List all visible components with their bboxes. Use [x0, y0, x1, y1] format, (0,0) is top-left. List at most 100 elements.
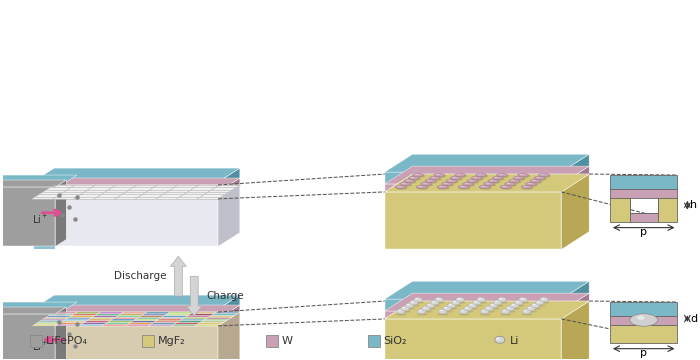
Ellipse shape: [409, 177, 421, 181]
Ellipse shape: [484, 183, 496, 187]
Ellipse shape: [434, 301, 445, 304]
Ellipse shape: [479, 185, 490, 189]
Ellipse shape: [531, 307, 541, 310]
Ellipse shape: [514, 300, 523, 305]
Polygon shape: [66, 317, 92, 319]
Polygon shape: [66, 175, 77, 192]
Ellipse shape: [472, 304, 482, 307]
Ellipse shape: [442, 183, 454, 187]
Polygon shape: [211, 314, 237, 315]
Polygon shape: [116, 315, 141, 317]
Polygon shape: [105, 323, 131, 324]
Polygon shape: [209, 315, 235, 317]
Ellipse shape: [405, 303, 414, 308]
Polygon shape: [55, 307, 66, 360]
Polygon shape: [128, 323, 154, 324]
Ellipse shape: [466, 307, 468, 308]
Polygon shape: [46, 315, 72, 317]
Ellipse shape: [459, 309, 468, 314]
Ellipse shape: [497, 301, 508, 304]
Ellipse shape: [511, 180, 516, 181]
Ellipse shape: [522, 313, 533, 316]
Bar: [610, 316, 678, 325]
Ellipse shape: [516, 301, 519, 302]
Polygon shape: [121, 312, 147, 314]
Ellipse shape: [405, 307, 415, 310]
Ellipse shape: [446, 179, 457, 183]
Text: h: h: [690, 200, 697, 210]
Ellipse shape: [450, 176, 461, 180]
Ellipse shape: [505, 306, 514, 311]
Ellipse shape: [473, 177, 478, 178]
Polygon shape: [148, 324, 174, 326]
Ellipse shape: [519, 297, 527, 302]
Ellipse shape: [484, 306, 493, 311]
Text: p: p: [640, 348, 648, 357]
Bar: [385, 192, 561, 249]
Ellipse shape: [521, 185, 532, 189]
Ellipse shape: [496, 337, 500, 340]
Polygon shape: [55, 180, 66, 247]
Ellipse shape: [492, 176, 503, 180]
Ellipse shape: [536, 300, 544, 305]
Ellipse shape: [494, 177, 499, 178]
Polygon shape: [188, 314, 214, 315]
Ellipse shape: [427, 180, 432, 181]
Polygon shape: [385, 301, 589, 319]
Ellipse shape: [430, 304, 440, 307]
Polygon shape: [200, 321, 226, 323]
Polygon shape: [385, 166, 589, 184]
Ellipse shape: [426, 307, 436, 310]
Ellipse shape: [424, 307, 426, 308]
Ellipse shape: [532, 180, 536, 181]
Ellipse shape: [514, 177, 526, 181]
Bar: [32, 326, 218, 360]
Ellipse shape: [404, 179, 415, 183]
Ellipse shape: [444, 183, 448, 184]
Ellipse shape: [473, 300, 481, 305]
Text: Charge: Charge: [206, 291, 244, 301]
Bar: [32, 309, 218, 319]
Ellipse shape: [452, 300, 460, 305]
Polygon shape: [110, 319, 136, 321]
Polygon shape: [102, 324, 128, 326]
Bar: [32, 319, 218, 326]
Ellipse shape: [490, 180, 495, 181]
Ellipse shape: [493, 177, 505, 181]
Ellipse shape: [452, 177, 457, 178]
Ellipse shape: [509, 179, 519, 183]
Ellipse shape: [438, 309, 447, 314]
Ellipse shape: [404, 180, 416, 184]
Polygon shape: [157, 319, 183, 321]
Polygon shape: [385, 174, 589, 192]
Ellipse shape: [458, 313, 470, 316]
Ellipse shape: [430, 177, 442, 181]
Ellipse shape: [463, 310, 474, 313]
Text: Li: Li: [510, 336, 519, 346]
Ellipse shape: [510, 303, 519, 308]
Ellipse shape: [440, 310, 443, 311]
Ellipse shape: [530, 179, 540, 183]
Polygon shape: [0, 302, 77, 309]
Polygon shape: [32, 168, 240, 182]
Ellipse shape: [425, 180, 438, 184]
Ellipse shape: [402, 183, 406, 184]
Ellipse shape: [520, 298, 524, 300]
Ellipse shape: [486, 307, 489, 308]
Polygon shape: [92, 315, 118, 317]
Polygon shape: [0, 307, 66, 314]
Bar: [0, 314, 55, 360]
Ellipse shape: [503, 310, 506, 311]
Bar: [385, 299, 561, 311]
Ellipse shape: [400, 183, 410, 185]
Ellipse shape: [402, 307, 406, 308]
Ellipse shape: [414, 297, 422, 302]
Polygon shape: [32, 295, 240, 309]
Text: Li$^+$: Li$^+$: [32, 339, 49, 353]
Ellipse shape: [400, 183, 412, 187]
Polygon shape: [385, 174, 589, 192]
Ellipse shape: [502, 186, 507, 187]
Polygon shape: [82, 323, 108, 324]
Ellipse shape: [534, 176, 545, 180]
Ellipse shape: [480, 313, 491, 316]
